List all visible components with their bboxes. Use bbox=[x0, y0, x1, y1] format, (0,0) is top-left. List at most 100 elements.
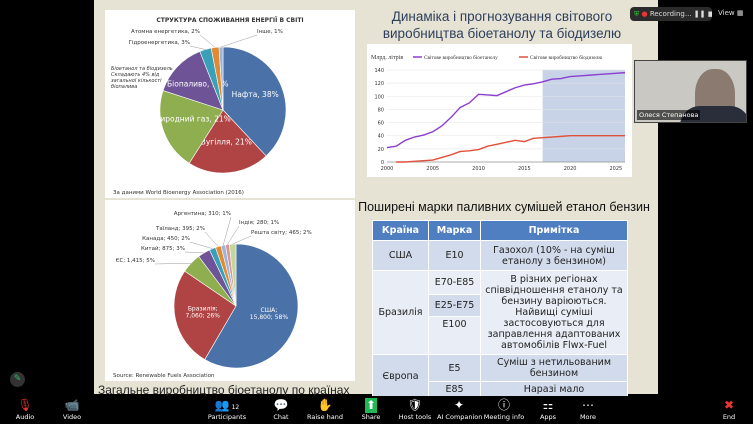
share-button[interactable]: ⬆ Share bbox=[349, 398, 393, 421]
leader-line bbox=[199, 34, 216, 48]
share-icon: ⬆ bbox=[365, 398, 377, 413]
participants-button[interactable]: 👥 12 Participants bbox=[205, 398, 249, 421]
pie-slice bbox=[204, 243, 299, 369]
slice-label: Решта світу; 465; 2% bbox=[251, 230, 312, 236]
meeting-info-label: Meeting info bbox=[483, 413, 525, 421]
more-label: More bbox=[579, 413, 597, 421]
y-tick-label: 140 bbox=[374, 68, 384, 74]
ethanol-pie-panel: Source: Renewable Fuels Association США; 1… bbox=[105, 200, 355, 381]
apps-button[interactable]: ⚏ Apps bbox=[526, 398, 570, 421]
ai-companion-button[interactable]: ✦ AI Companion bbox=[437, 398, 483, 421]
participants-icon: 👥 12 bbox=[214, 398, 240, 412]
pause-icon[interactable]: ❚❚ bbox=[693, 10, 706, 18]
view-button[interactable]: View ▦ bbox=[718, 9, 743, 17]
slice-label: Біопаливо, 14% bbox=[167, 79, 228, 88]
video-label: Video bbox=[62, 413, 82, 421]
legend-label: Світове виробництво біоетанолу bbox=[424, 54, 498, 61]
host-tools-label: Host tools bbox=[398, 413, 432, 421]
ai-companion-label: AI Companion bbox=[437, 413, 483, 421]
end-button[interactable]: ✖ End bbox=[707, 398, 751, 421]
annotate-pen-icon[interactable]: ✎ bbox=[10, 372, 25, 387]
chat-button[interactable]: 💬 Chat bbox=[259, 398, 303, 421]
biofuel-line-chart: 0 20 40 60 80 100 120 140 2000 2005 2010 2015 2020 20… bbox=[371, 54, 626, 172]
leader-line bbox=[227, 225, 240, 245]
cell-mark: E70-E85 bbox=[428, 270, 481, 295]
raise-hand-button[interactable]: ✋ Raise hand bbox=[303, 398, 347, 421]
header-mark: Марка bbox=[428, 220, 481, 241]
shield-icon: ⛨ bbox=[634, 10, 640, 18]
chat-icon: 💬 bbox=[273, 398, 289, 412]
meeting-toolbar: 🎙 Audio 📹 Video 👥 12 Participants 💬 Chat ✋ Raise … bbox=[0, 396, 753, 424]
slice-label: Аргентина; 310; 1% bbox=[174, 211, 231, 217]
slice-label: Гідроенергетика, 3% bbox=[129, 40, 190, 46]
cell-note: Наразі мало bbox=[480, 381, 628, 398]
y-tick-label: 20 bbox=[378, 147, 384, 153]
raise-hand-label: Raise hand bbox=[307, 413, 343, 421]
cell-mark: E85 bbox=[428, 381, 481, 398]
participants-count: 12 bbox=[229, 404, 240, 411]
series-line bbox=[396, 135, 625, 163]
video-icon: 📹 bbox=[64, 398, 80, 412]
pie-slice bbox=[228, 243, 237, 307]
more-button[interactable]: ⋯ More bbox=[566, 398, 610, 421]
cell-country: США bbox=[372, 240, 429, 271]
y-axis-label: Млрд. літрів bbox=[371, 55, 403, 61]
share-label: Share bbox=[361, 413, 381, 421]
participants-label: Participants bbox=[207, 413, 247, 421]
cell-mark: E5 bbox=[428, 354, 481, 382]
y-tick-label: 0 bbox=[381, 160, 384, 166]
x-tick-label: 2025 bbox=[609, 166, 622, 172]
line-chart-panel: 0 20 40 60 80 100 120 140 2000 2005 2010 2015 2020 20… bbox=[367, 44, 632, 177]
record-dot-icon: ● bbox=[641, 10, 648, 18]
x-tick-label: 2005 bbox=[426, 166, 439, 172]
pie-slice bbox=[173, 270, 237, 360]
energy-pie-chart: СТРУКТУРА СПОЖИВАННЯ ЕНЕРГІЇ В СВІТІ За д… bbox=[111, 17, 304, 196]
apps-label: Apps bbox=[539, 413, 557, 421]
slice-label: Китай; 875; 3% bbox=[141, 245, 185, 252]
chart-source: За даними World Bioenergy Association (2… bbox=[113, 190, 244, 196]
slice-label: ЄС; 1,415; 5% bbox=[116, 258, 155, 264]
presentation-slide: СТРУКТУРА СПОЖИВАННЯ ЕНЕРГІЇ В СВІТІ За д… bbox=[94, 0, 658, 398]
slice-label: США; 15,800; 58% bbox=[250, 307, 289, 321]
leader-line bbox=[222, 216, 232, 246]
header-country: Країна bbox=[372, 220, 429, 241]
host-tools-button[interactable]: 🛡 Host tools bbox=[393, 398, 437, 421]
audio-icon: 🎙 bbox=[17, 398, 33, 412]
grid-icon: ▦ bbox=[736, 9, 744, 17]
leader-line bbox=[184, 251, 204, 254]
ai-companion-icon: ✦ bbox=[453, 398, 465, 412]
cell-mark: E100 bbox=[428, 316, 481, 355]
slice-label: Таїланд; 395; 2% bbox=[155, 226, 205, 232]
chart-annotation: Біоетанол та біодизель Складають 4% від за… bbox=[111, 66, 173, 90]
slice-label: Бразилія; 7,060; 26% bbox=[186, 306, 221, 320]
slice-label: Інше, 1% bbox=[257, 29, 283, 35]
cell-mark: E10 bbox=[428, 240, 481, 271]
energy-pie-panel: СТРУКТУРА СПОЖИВАННЯ ЕНЕРГІЇ В СВІТІ За д… bbox=[105, 10, 355, 198]
pie-slice bbox=[159, 90, 224, 164]
stop-icon[interactable]: ■ bbox=[707, 10, 712, 18]
audio-button[interactable]: 🎙 Audio bbox=[3, 398, 47, 421]
view-label: View bbox=[718, 9, 735, 17]
cell-note: В різних регіонах співвідношення етанолу… bbox=[480, 270, 628, 355]
slice-label: Природний газ, 21% bbox=[150, 115, 231, 124]
y-tick-label: 60 bbox=[378, 121, 384, 127]
fuel-blends-table: Країна Марка Примітка США E10 Газохол (10% -… bbox=[372, 220, 628, 398]
header-note: Примітка bbox=[480, 220, 628, 241]
video-button[interactable]: 📹 Video bbox=[50, 398, 94, 421]
chart-source: Source: Renewable Fuels Association bbox=[113, 373, 215, 379]
recording-label: Recording... bbox=[649, 10, 692, 18]
x-tick-label: 2015 bbox=[518, 166, 531, 172]
meeting-info-button[interactable]: ⓘ Meeting info bbox=[482, 398, 526, 421]
participant-video[interactable]: Олеся Степанова bbox=[634, 60, 747, 123]
raise-hand-icon: ✋ bbox=[317, 398, 333, 412]
apps-icon: ⚏ bbox=[542, 398, 554, 412]
cell-note: Газохол (10% - на суміш етанолу з бензин… bbox=[480, 240, 628, 271]
pie-slice bbox=[222, 46, 287, 157]
forecast-region bbox=[542, 70, 625, 162]
audio-label: Audio bbox=[15, 413, 35, 421]
slice-label: Вугілля, 21% bbox=[201, 137, 252, 146]
end-icon: ✖ bbox=[723, 398, 735, 412]
x-tick-label: 2000 bbox=[381, 166, 394, 172]
recording-indicator[interactable]: ⛨ ● Recording... ❚❚ ■ bbox=[630, 7, 712, 21]
leader-line bbox=[189, 45, 206, 50]
